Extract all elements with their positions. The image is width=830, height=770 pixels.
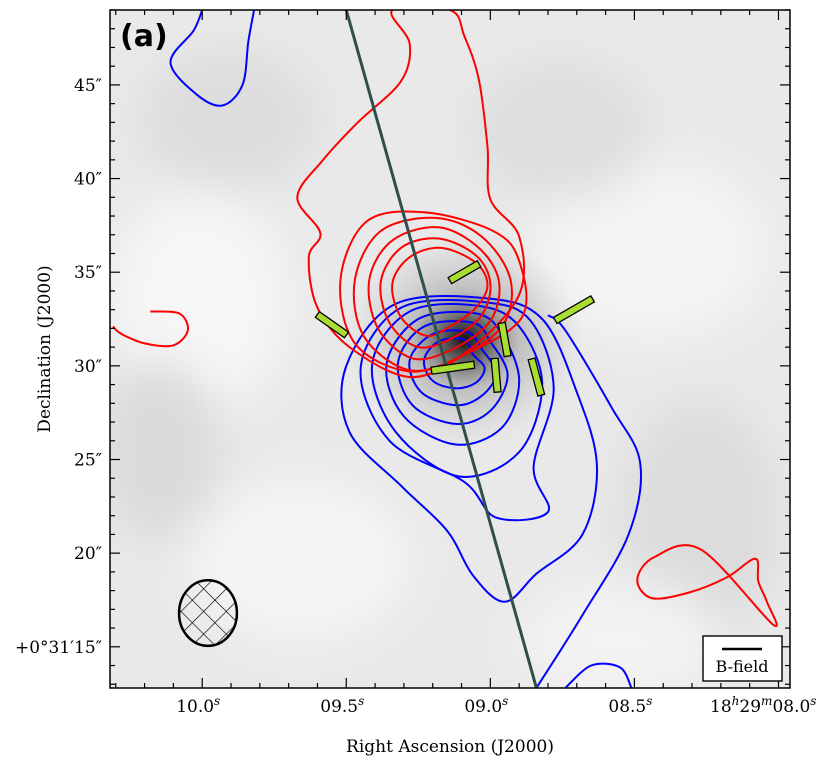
b-field-vector-5 xyxy=(552,294,596,325)
b-field-vector-4 xyxy=(527,357,546,397)
blue-contour-9 xyxy=(169,10,256,107)
redshifted-contours xyxy=(112,10,778,628)
y-tick-label-1: 20″ xyxy=(74,544,102,564)
b-field-vectors xyxy=(314,259,596,397)
y-tick-label-0: +0°31′15″ xyxy=(15,638,102,658)
blue-contour-8 xyxy=(564,662,633,688)
x-tick-label-2: 09.0s xyxy=(464,694,508,717)
red-contour-2 xyxy=(367,226,501,361)
x-tick-label-4: 18h29m08.0s xyxy=(710,694,816,717)
blueshifted-contours xyxy=(169,10,643,688)
blue-contour-7 xyxy=(535,314,643,688)
red-contour-5 xyxy=(296,10,526,379)
red-contour-3 xyxy=(352,216,513,372)
y-tick-label-5: 40″ xyxy=(74,170,102,190)
beam-ellipse xyxy=(177,579,239,648)
blue-contour-5 xyxy=(359,299,555,522)
red-contour-4 xyxy=(339,210,528,373)
x-tick-label-0: 10.0s xyxy=(176,694,220,717)
red-contour-0 xyxy=(391,246,489,337)
b-field-vector-0 xyxy=(430,360,476,375)
blue-contour-6 xyxy=(340,295,599,603)
b-field-vector-6 xyxy=(314,310,350,339)
legend-label: B-field xyxy=(716,657,769,676)
legend: B-field xyxy=(702,635,783,682)
blue-contour-3 xyxy=(385,310,521,446)
y-axis-title: Declination (J2000) xyxy=(35,265,55,432)
x-tick-label-3: 08.5s xyxy=(608,694,652,717)
red-contour-7 xyxy=(636,544,778,628)
blue-contour-0 xyxy=(422,337,486,390)
b-field-vector-3 xyxy=(490,357,502,394)
y-tick-label-4: 35″ xyxy=(74,263,102,283)
x-tick-label-1: 09.5s xyxy=(320,694,364,717)
grayscale-mottle xyxy=(110,50,780,688)
beam-shape xyxy=(177,579,239,648)
red-contour-6 xyxy=(112,310,189,348)
x-axis-title: Right Ascension (J2000) xyxy=(346,737,554,757)
plot-frame xyxy=(109,9,791,689)
red-contour-1 xyxy=(379,237,492,349)
x-axis-ticks: 10.0s 09.5s 09.0s 08.5s 18h29m08.0s xyxy=(115,10,816,717)
panel-label: (a) xyxy=(120,19,168,54)
y-tick-label-3: 30″ xyxy=(74,357,102,377)
y-tick-label-2: 25″ xyxy=(74,451,102,471)
b-field-vector-1 xyxy=(447,259,482,285)
plot-area xyxy=(110,10,790,688)
legend-box xyxy=(702,635,783,682)
outflow-axis-line xyxy=(344,10,538,688)
blue-contour-4 xyxy=(370,303,544,478)
y-tick-label-6: 45″ xyxy=(74,76,102,96)
b-field-vector-2 xyxy=(497,321,512,358)
